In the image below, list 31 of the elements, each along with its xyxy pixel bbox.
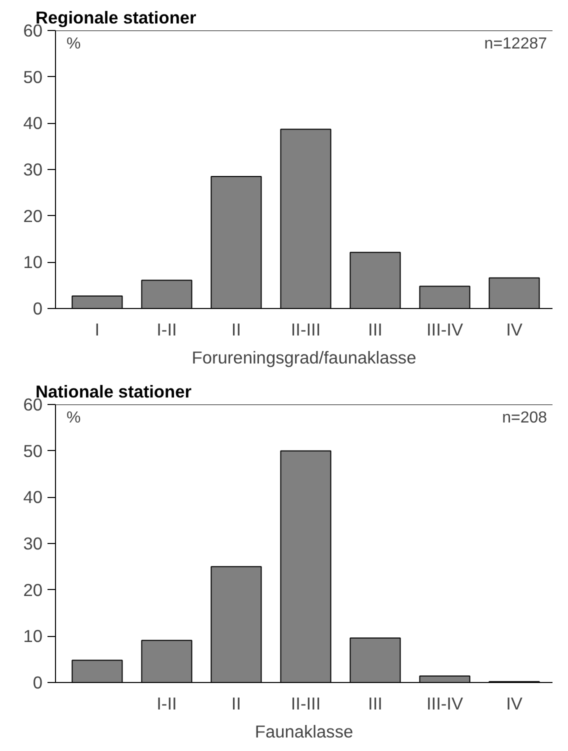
x-tick-label: I-II: [156, 694, 177, 714]
annotation: n=12287: [484, 36, 548, 52]
y-tick-label: 30: [23, 534, 43, 554]
x-tick-label: IV: [506, 694, 523, 714]
x-tick-label: III: [368, 694, 382, 714]
y-tick-label: 20: [23, 206, 43, 226]
x-tick-label: IV: [506, 320, 523, 340]
y-tick-label: 0: [32, 672, 43, 692]
annotation: %: [66, 36, 81, 52]
annotation: n=208: [502, 410, 548, 426]
annotation: %: [66, 410, 81, 426]
x-tick-label: II-III: [290, 694, 321, 714]
y-tick-label: 40: [23, 113, 43, 134]
x-tick-label: III-IV: [426, 694, 464, 714]
y-tick-label: 0: [32, 298, 43, 318]
x-axis-title: Forureningsgrad/faunaklasse: [192, 348, 416, 368]
y-tick-label: 50: [23, 440, 43, 461]
x-axis-title: Faunaklasse: [254, 722, 354, 742]
x-tick-label: I: [94, 320, 100, 340]
y-tick-label: 10: [23, 626, 43, 646]
x-tick-label: I-II: [156, 320, 177, 340]
y-tick-label: 30: [23, 160, 43, 180]
y-tick-label: 40: [23, 487, 43, 508]
y-tick-label: 10: [23, 252, 43, 272]
y-tick-label: 20: [23, 580, 43, 600]
x-tick-label: II: [231, 320, 242, 340]
y-tick-label: 50: [23, 66, 43, 87]
x-tick-label: II: [231, 694, 242, 714]
x-tick-label: II-III: [290, 320, 321, 340]
x-tick-label: III: [368, 320, 382, 340]
x-tick-label: III-IV: [426, 320, 464, 340]
